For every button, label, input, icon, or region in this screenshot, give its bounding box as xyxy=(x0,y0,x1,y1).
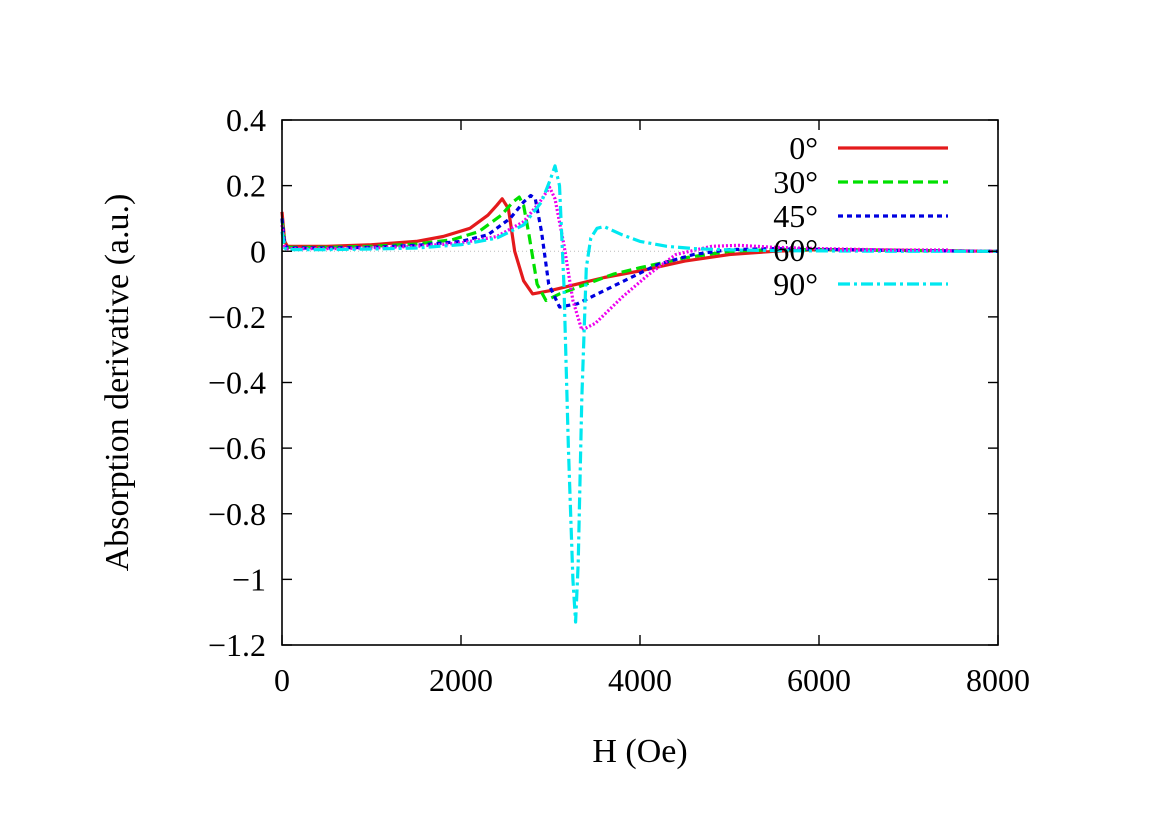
legend-label: 0° xyxy=(789,130,818,166)
x-tick-label: 2000 xyxy=(429,662,493,698)
y-tick-label: −1 xyxy=(232,561,266,597)
plot-frame xyxy=(281,119,999,646)
y-axis-title: Absorption derivative (a.u.) xyxy=(99,194,136,572)
y-tick-label: −0.4 xyxy=(208,365,266,401)
y-tick-label: −0.8 xyxy=(208,496,266,532)
legend-label: 90° xyxy=(773,266,818,302)
y-tick-label: 0.2 xyxy=(226,168,266,204)
tick-layer: 0 2000 4000 6000 8000 0.4 0.2 0 −0.2 −0.4 −0.6 −0.8… xyxy=(208,102,1030,698)
y-tick-label: 0 xyxy=(250,233,266,269)
x-tick-label: 0 xyxy=(274,662,290,698)
x-axis-title: H (Oe) xyxy=(592,733,687,770)
y-tick-label: −1.2 xyxy=(208,627,266,663)
y-tick-label: −0.6 xyxy=(208,430,266,466)
series-layer xyxy=(280,164,999,624)
y-tick-label: 0.4 xyxy=(226,102,266,138)
series-line-4 xyxy=(280,164,998,624)
x-tick-label: 8000 xyxy=(966,662,1030,698)
series-line-3 xyxy=(280,185,999,332)
x-tick-label: 4000 xyxy=(608,662,672,698)
series-line-0 xyxy=(280,197,999,296)
legend-label: 60° xyxy=(773,232,818,268)
y-tick-label: −0.2 xyxy=(208,299,266,335)
legend-label: 45° xyxy=(773,198,818,234)
legend: 0°30°45°60°90° xyxy=(773,130,948,302)
legend-label: 30° xyxy=(773,164,818,200)
x-tick-label: 6000 xyxy=(787,662,851,698)
